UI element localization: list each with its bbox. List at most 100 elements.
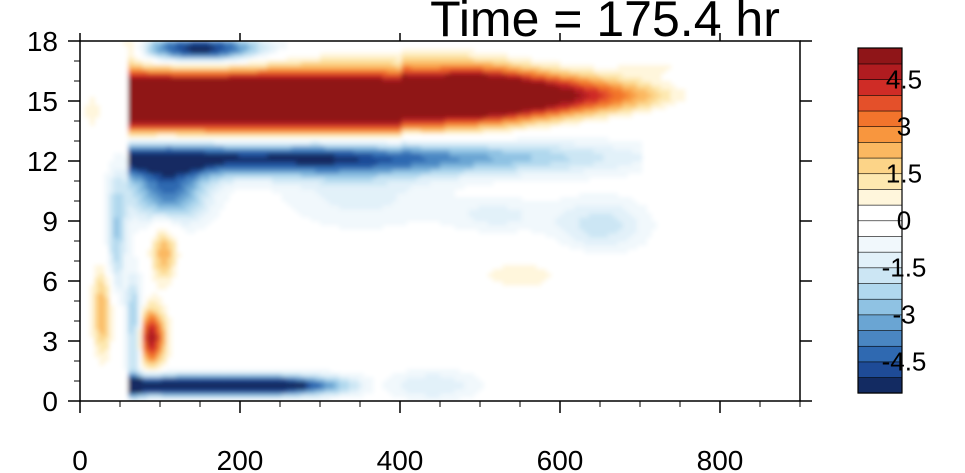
field-cell	[473, 153, 479, 158]
field-cell	[252, 133, 259, 138]
field-cell	[531, 137, 537, 142]
field-cell	[238, 153, 244, 158]
field-cell	[166, 145, 172, 150]
field-cell	[569, 217, 575, 222]
field-cell	[252, 73, 259, 78]
field-cell	[185, 217, 191, 222]
field-cell	[190, 89, 196, 94]
field-cell	[574, 229, 580, 234]
field-cell	[291, 141, 297, 146]
field-cell	[123, 217, 129, 222]
field-cell	[142, 45, 148, 50]
field-cell	[137, 389, 143, 394]
field-cell	[291, 117, 297, 122]
field-cell	[142, 153, 148, 158]
field-cell	[243, 393, 249, 398]
field-cell	[315, 81, 321, 86]
field-cell	[454, 213, 460, 218]
field-cell	[291, 109, 297, 114]
field-cell	[128, 77, 134, 82]
field-cell	[171, 109, 177, 114]
field-cell	[545, 213, 551, 218]
field-cell	[190, 165, 196, 170]
field-cell	[252, 105, 259, 110]
field-cell	[147, 93, 153, 98]
field-cell	[286, 189, 292, 194]
field-cell	[593, 197, 599, 202]
field-cell	[569, 93, 575, 98]
field-cell	[545, 69, 551, 74]
field-cell	[564, 217, 571, 222]
field-cell	[555, 149, 561, 154]
field-cell	[315, 145, 321, 150]
field-cell	[401, 69, 407, 74]
field-cell	[353, 213, 359, 218]
field-cell	[440, 73, 446, 78]
field-cell	[128, 325, 134, 330]
field-cell	[540, 97, 547, 102]
field-cell	[219, 85, 225, 90]
field-cell	[425, 205, 431, 210]
field-cell	[310, 373, 316, 378]
field-cell	[209, 369, 215, 374]
field-cell	[377, 77, 383, 82]
field-cell	[425, 101, 431, 106]
field-cell	[464, 221, 470, 226]
field-cell	[348, 205, 355, 210]
field-cell	[257, 97, 263, 102]
field-cell	[416, 193, 422, 198]
field-cell	[320, 165, 326, 170]
field-cell	[190, 161, 196, 166]
field-cell	[291, 177, 297, 182]
field-cell	[396, 129, 403, 134]
field-cell	[272, 149, 278, 154]
field-cell	[305, 121, 311, 126]
field-cell	[219, 205, 225, 210]
field-cell	[147, 205, 153, 210]
field-cell	[128, 381, 134, 386]
field-cell	[267, 145, 273, 150]
field-cell	[401, 81, 407, 86]
field-cell	[128, 229, 134, 234]
field-cell	[190, 221, 196, 226]
field-cell	[584, 153, 590, 158]
field-cell	[396, 213, 403, 218]
field-cell	[238, 173, 244, 178]
chart-title: Time = 175.4 hr	[430, 0, 780, 47]
field-cell	[574, 217, 580, 222]
field-cell	[459, 221, 465, 226]
field-cell	[512, 221, 518, 226]
field-cell	[536, 145, 542, 150]
field-cell	[531, 89, 537, 94]
field-cell	[291, 77, 297, 82]
field-cell	[396, 113, 403, 118]
field-cell	[137, 301, 143, 306]
field-cell	[420, 129, 427, 134]
field-cell	[454, 221, 460, 226]
field-cell	[512, 269, 518, 274]
field-cell	[128, 385, 134, 390]
field-cell	[108, 325, 115, 330]
field-cell	[161, 53, 167, 58]
field-cell	[286, 177, 292, 182]
field-cell	[152, 269, 158, 274]
field-cell	[156, 281, 163, 286]
field-cell	[176, 213, 182, 218]
field-cell	[147, 49, 153, 54]
field-cell	[161, 181, 167, 186]
field-cell	[147, 297, 153, 302]
field-cell	[147, 341, 153, 346]
field-cell	[171, 113, 177, 118]
field-cell	[219, 117, 225, 122]
field-cell	[392, 109, 398, 114]
field-cell	[392, 205, 398, 210]
field-cell	[128, 313, 134, 318]
field-cell	[296, 85, 302, 90]
field-cell	[176, 193, 182, 198]
field-cell	[276, 125, 283, 130]
field-cell	[161, 153, 167, 158]
field-cell	[368, 69, 374, 74]
field-cell	[416, 373, 422, 378]
field-cell	[156, 145, 163, 150]
field-cell	[272, 129, 278, 134]
